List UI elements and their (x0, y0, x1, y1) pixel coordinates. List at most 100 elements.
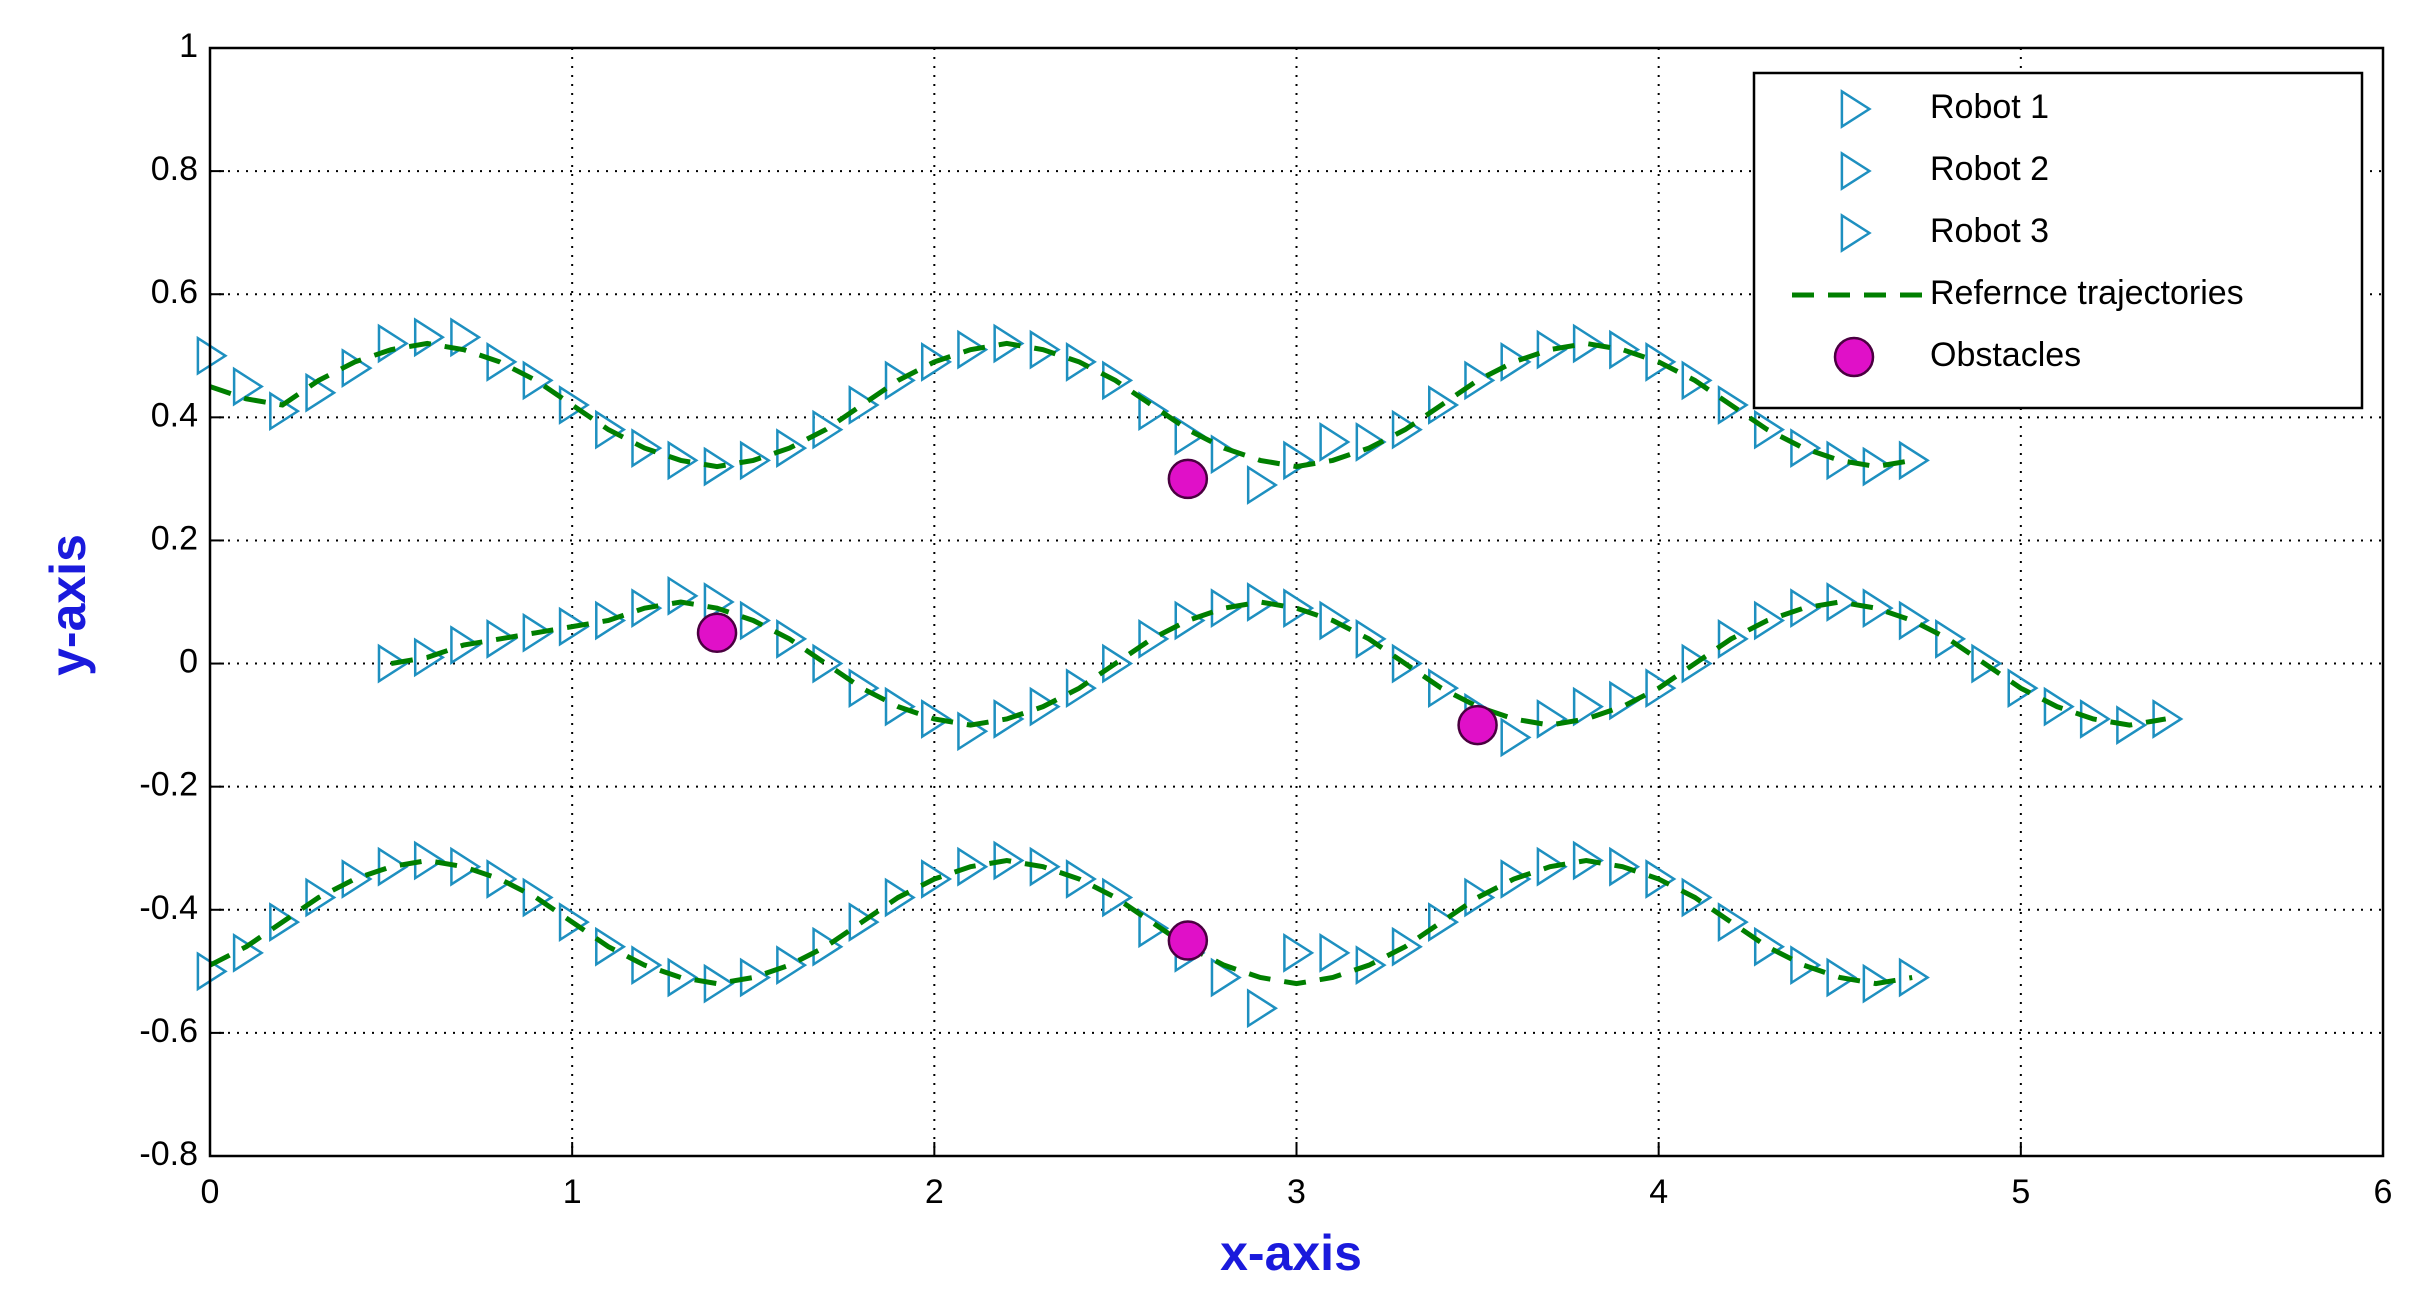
marker-triangle (1826, 440, 1858, 481)
marker-triangle (1790, 945, 1822, 986)
marker-triangle (1645, 668, 1677, 709)
marker-triangle (1391, 643, 1423, 684)
marker-triangle (522, 612, 554, 653)
marker-triangle (1065, 668, 1097, 709)
marker-triangle (1428, 385, 1460, 425)
marker-triangle (377, 643, 409, 684)
marker-triangle (739, 600, 771, 641)
marker-triangle (1246, 582, 1279, 622)
marker-triangle (1319, 600, 1351, 641)
marker-triangle (2079, 699, 2111, 739)
y-tick-label: 0.6 (151, 273, 198, 311)
legend-marker (1833, 336, 1875, 378)
marker-triangle (667, 440, 699, 481)
marker-triangle (848, 668, 880, 709)
marker-triangle (1355, 619, 1387, 659)
x-tick-label: 1 (563, 1173, 582, 1211)
marker-triangle (1464, 360, 1496, 401)
legend-label: Robot 2 (1930, 150, 2049, 188)
marker-triangle (305, 372, 337, 413)
marker-triangle (1210, 957, 1242, 998)
marker-triangle (1935, 619, 1967, 659)
marker-triangle (196, 335, 228, 376)
marker-circle (1457, 704, 1498, 746)
marker-triangle (920, 699, 953, 739)
marker-triangle (1753, 600, 1786, 641)
marker-triangle (812, 926, 844, 967)
marker-triangle (486, 342, 518, 382)
marker-triangle (1138, 391, 1170, 432)
marker-triangle (2007, 668, 2039, 709)
marker-triangle (1102, 643, 1134, 684)
marker-triangle (884, 686, 916, 727)
marker-triangle (1500, 342, 1532, 382)
marker-triangle (1572, 686, 1604, 727)
marker-triangle (558, 606, 590, 647)
marker-circle (696, 612, 738, 654)
marker-triangle (450, 317, 482, 358)
x-tick-label: 2 (925, 1173, 944, 1211)
marker-triangle (1174, 600, 1206, 641)
marker-triangle (993, 699, 1025, 739)
marker-triangle (1572, 840, 1604, 881)
marker-triangle (776, 945, 808, 986)
marker-triangle (2043, 686, 2075, 727)
marker-triangle (1609, 680, 1641, 721)
marker-circle (1167, 458, 1209, 500)
marker-triangle (1138, 908, 1170, 949)
axes-box (208, 46, 2385, 1158)
marker-triangle (1790, 428, 1822, 468)
marker-triangle (1681, 360, 1713, 401)
marker-triangle (1898, 600, 1930, 641)
marker-triangle (1029, 329, 1061, 370)
y-tick-label: 0.8 (151, 150, 198, 188)
marker-triangle (920, 342, 953, 382)
marker-triangle (486, 619, 518, 659)
marker-triangle (884, 877, 916, 918)
legend-marker (1840, 151, 1872, 191)
marker-triangle (848, 385, 880, 425)
marker-triangle (1138, 619, 1170, 659)
y-tick-label: -0.8 (139, 1135, 198, 1173)
marker-triangle (957, 846, 989, 887)
marker-triangle (595, 409, 627, 450)
legend-label: Refernce trajectories (1930, 274, 2244, 312)
marker-triangle (450, 625, 482, 665)
marker-triangle (1826, 957, 1858, 998)
marker-triangle (1174, 415, 1206, 456)
x-tick-label: 5 (2011, 1173, 2030, 1211)
legend-label: Robot 3 (1930, 212, 2049, 250)
marker-triangle (1428, 902, 1460, 942)
y-axis-label: y-axis (40, 534, 96, 676)
marker-triangle (1355, 945, 1387, 986)
marker-triangle (1717, 619, 1749, 659)
marker-triangle (522, 877, 554, 918)
marker-triangle (1065, 859, 1097, 899)
marker-triangle (377, 323, 409, 364)
marker-triangle (413, 637, 446, 678)
marker-triangle (305, 877, 337, 918)
marker-circle (1167, 920, 1209, 961)
marker-triangle (776, 428, 808, 468)
marker-triangle (595, 926, 627, 967)
marker-triangle (1246, 465, 1279, 505)
marker-triangle (1102, 360, 1134, 401)
marker-triangle (558, 385, 590, 425)
marker-triangle (812, 643, 844, 684)
marker-triangle (1645, 859, 1677, 899)
x-axis-label: x-axis (1220, 1225, 1362, 1281)
x-tick-label: 3 (1287, 1173, 1306, 1211)
x-tick-label: 4 (1649, 1173, 1668, 1211)
marker-triangle (631, 428, 663, 468)
marker-triangle (1246, 988, 1279, 1029)
y-tick-label: 1 (179, 27, 198, 65)
legend: Robot 1 Robot 2 Robot 3 Refernce trajectori… (1752, 71, 2364, 410)
marker-triangle (558, 902, 590, 942)
x-tick-label: 0 (201, 1173, 220, 1211)
marker-triangle (993, 323, 1025, 364)
marker-triangle (1753, 926, 1786, 967)
marker-triangle (1391, 926, 1423, 967)
y-tick-label: -0.4 (139, 889, 198, 927)
marker-triangle (595, 600, 627, 641)
marker-triangle (1428, 668, 1460, 709)
